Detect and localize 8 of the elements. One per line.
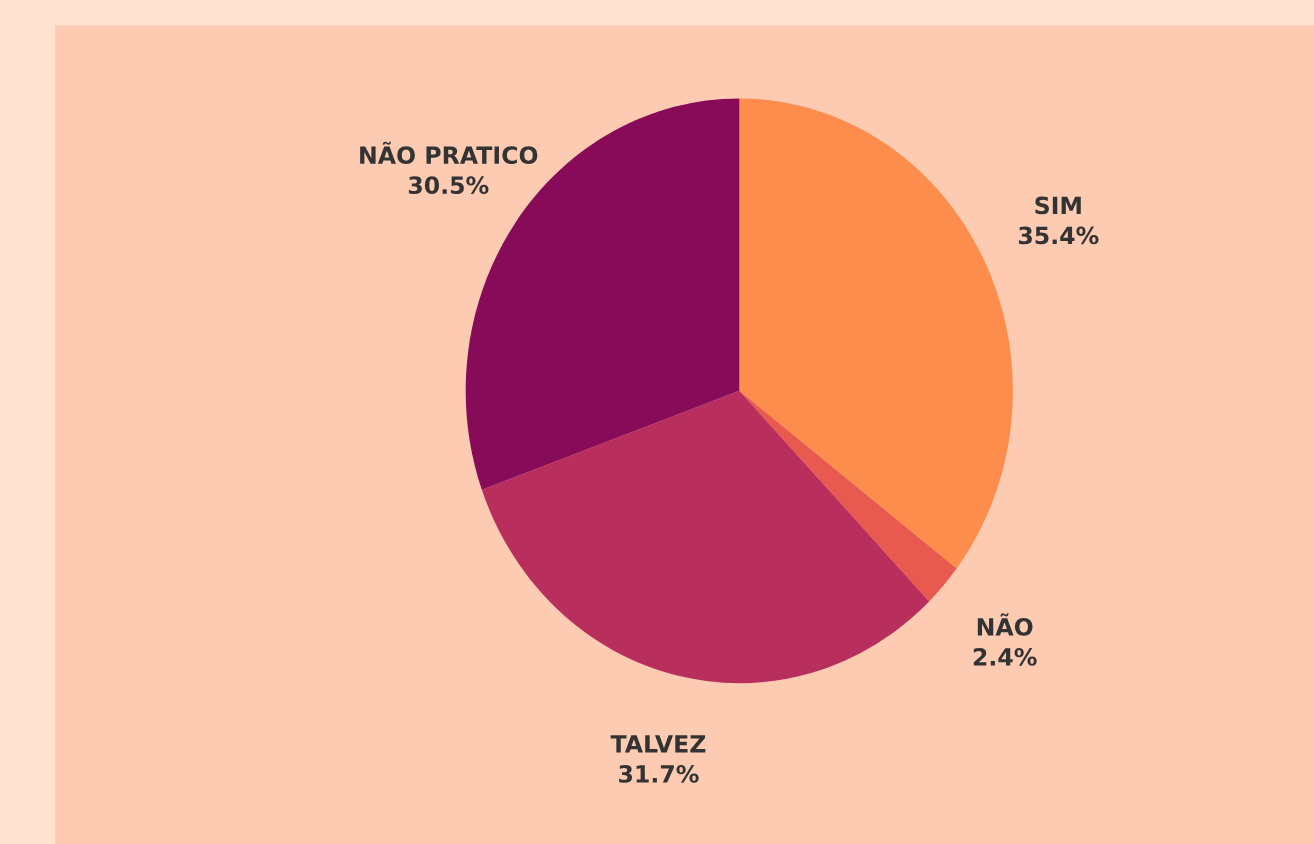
- data-label: 30.5%: [408, 176, 489, 195]
- slice-label: SIM: [1035, 196, 1081, 215]
- slice-label: NÃO PRATICO: [360, 141, 538, 165]
- slice-label: TALVEZ: [610, 735, 706, 753]
- slice-label: NÃO: [977, 613, 1033, 636]
- data-label: 2.4%: [973, 647, 1037, 666]
- data-label: 35.4%: [1018, 226, 1099, 245]
- data-label: 31.7%: [619, 764, 699, 783]
